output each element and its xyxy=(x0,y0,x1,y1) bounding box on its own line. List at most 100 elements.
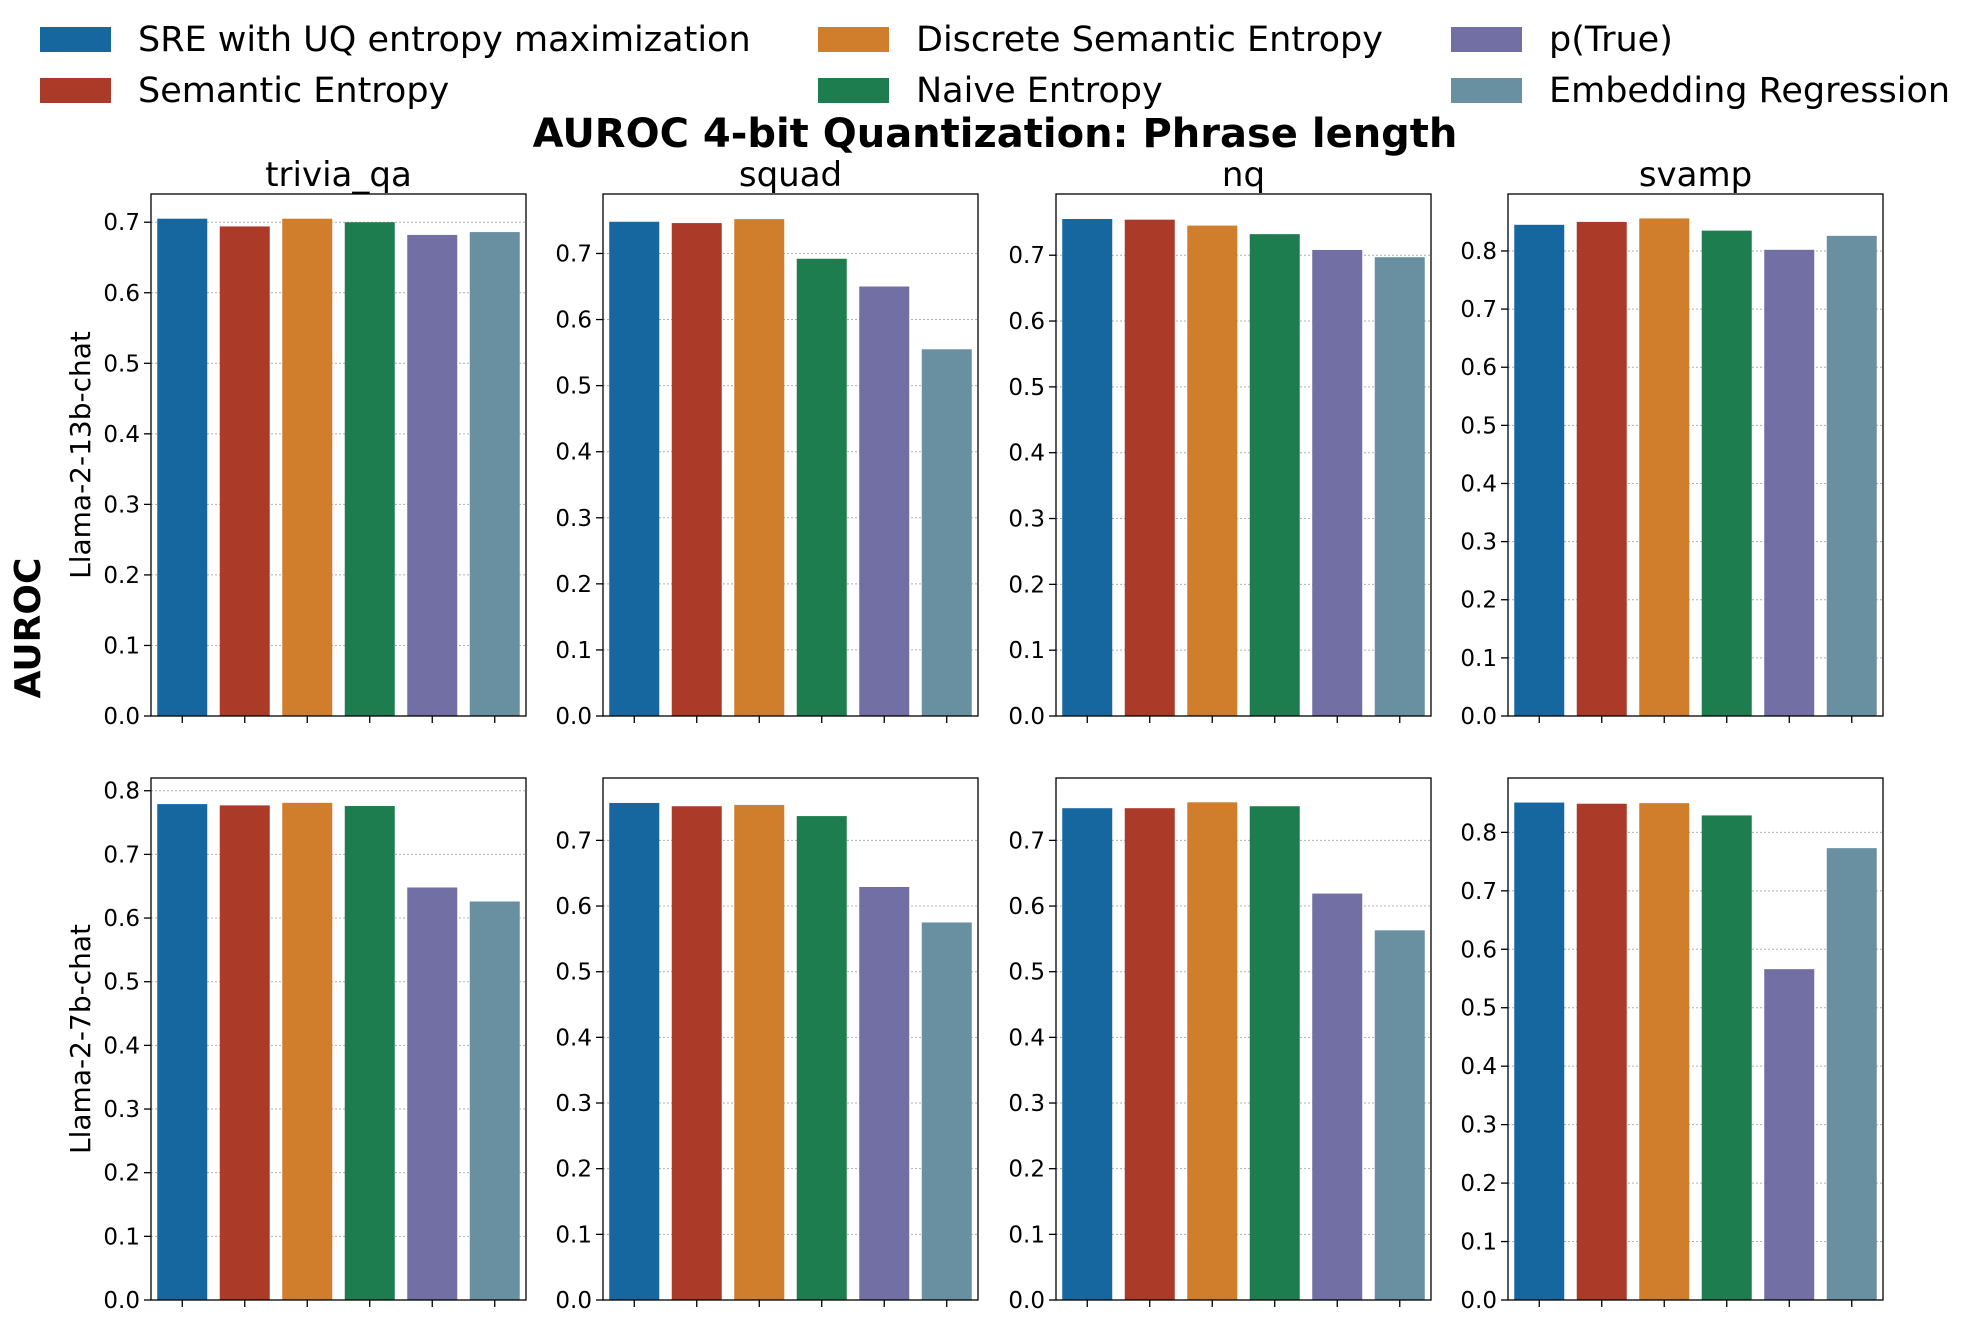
bar-discrete-semantic-entropy xyxy=(1639,218,1690,717)
y-tick-label: 0.8 xyxy=(103,779,140,805)
legend-swatch xyxy=(40,78,111,103)
y-tick-label: 0.2 xyxy=(1460,588,1497,614)
y-tick-label: 0.2 xyxy=(555,1157,592,1183)
panel-squad-llama-2-7b-chat: 0.0 0.1 0.2 0.3 0.4 0.5 0.6 0.7 xyxy=(555,777,979,1314)
y-tick-label: 0.3 xyxy=(1460,530,1497,556)
bar-semantic-entropy xyxy=(1124,219,1175,717)
y-tick-label: 0.3 xyxy=(1008,507,1045,533)
y-tick-label: 0.0 xyxy=(555,704,592,730)
legend-label: Naive Entropy xyxy=(916,71,1163,111)
bar-discrete-semantic-entropy xyxy=(1639,803,1690,1300)
bar-discrete-semantic-entropy xyxy=(734,804,785,1300)
y-tick-label: 0.6 xyxy=(103,906,140,932)
bar-naive-entropy xyxy=(1701,815,1752,1300)
y-tick-label: 0.7 xyxy=(1008,828,1045,854)
y-tick-label: 0.1 xyxy=(555,1222,592,1248)
bar-discrete-semantic-entropy xyxy=(282,802,333,1300)
legend-swatch xyxy=(1451,78,1522,103)
bar-sre-with-uq-entropy-maximization xyxy=(157,218,208,716)
bar-embedding-regression xyxy=(921,349,972,716)
column-title-nq: nq xyxy=(1222,155,1265,195)
bar-embedding-regression xyxy=(1374,930,1425,1300)
y-tick-label: 0.5 xyxy=(1008,960,1045,986)
legend-swatch xyxy=(818,27,889,52)
y-tick-label: 0.5 xyxy=(103,351,140,377)
legend-label: p(True) xyxy=(1549,20,1673,60)
panel-frame xyxy=(1507,777,1884,1301)
y-tick-label: 0.4 xyxy=(1008,1025,1045,1051)
panels: 0.0 0.1 0.2 0.3 0.4 0.5 0.6 0.7 trivia_qa Llama-2… xyxy=(64,155,1884,1314)
panel-trivia_qa-llama-2-7b-chat: 0.0 0.1 0.2 0.3 0.4 0.5 0.6 0.7 0.8 Llama-2-7b-ch… xyxy=(64,777,527,1314)
y-tick-label: 0.8 xyxy=(1460,820,1497,846)
y-tick-label: 0.2 xyxy=(1008,1157,1045,1183)
bar-p-true- xyxy=(407,234,458,716)
y-tick-label: 0.5 xyxy=(1460,996,1497,1022)
y-tick-label: 0.6 xyxy=(1460,937,1497,963)
row-label-llama-2-7b-chat: Llama-2-7b-chat xyxy=(64,924,97,1154)
column-title-trivia_qa: trivia_qa xyxy=(265,155,412,195)
panel-frame xyxy=(602,193,979,717)
bar-naive-entropy xyxy=(796,816,847,1300)
y-tick-label: 0.2 xyxy=(555,572,592,598)
panel-frame xyxy=(1055,777,1432,1301)
bar-embedding-regression xyxy=(469,901,520,1300)
panel-frame xyxy=(1507,193,1884,717)
bar-naive-entropy xyxy=(344,222,395,716)
panel-squad-llama-2-13b-chat: 0.0 0.1 0.2 0.3 0.4 0.5 0.6 0.7 squad xyxy=(555,155,979,730)
y-tick-label: 0.1 xyxy=(1008,638,1045,664)
bar-p-true- xyxy=(1312,249,1363,716)
figure-y-axis-label: AUROC xyxy=(8,558,49,699)
panel-frame xyxy=(1055,193,1432,717)
y-tick-label: 0.3 xyxy=(555,1091,592,1117)
bar-p-true- xyxy=(859,886,910,1300)
y-tick-label: 0.5 xyxy=(555,374,592,400)
y-tick-label: 0.0 xyxy=(1008,1288,1045,1314)
y-tick-label: 0.5 xyxy=(1008,375,1045,401)
panel-nq-llama-2-7b-chat: 0.0 0.1 0.2 0.3 0.4 0.5 0.6 0.7 xyxy=(1008,777,1432,1314)
bar-naive-entropy xyxy=(796,258,847,716)
y-tick-label: 0.6 xyxy=(555,894,592,920)
y-tick-label: 0.6 xyxy=(103,281,140,307)
y-tick-label: 0.3 xyxy=(1460,1113,1497,1139)
panel-frame xyxy=(602,777,979,1301)
y-tick-label: 0.7 xyxy=(103,210,140,236)
panel-nq-llama-2-13b-chat: 0.0 0.1 0.2 0.3 0.4 0.5 0.6 0.7 nq xyxy=(1008,155,1432,730)
y-tick-label: 0.6 xyxy=(1008,309,1045,335)
bar-semantic-entropy xyxy=(671,223,722,716)
y-tick-label: 0.1 xyxy=(1460,646,1497,672)
column-title-svamp: svamp xyxy=(1639,155,1752,195)
panel-trivia_qa-llama-2-13b-chat: 0.0 0.1 0.2 0.3 0.4 0.5 0.6 0.7 trivia_qa Llama-2… xyxy=(64,155,527,730)
bar-naive-entropy xyxy=(344,806,395,1300)
y-tick-label: 0.4 xyxy=(1460,471,1497,497)
y-tick-label: 0.6 xyxy=(1008,894,1045,920)
y-tick-label: 0.7 xyxy=(1460,879,1497,905)
bar-discrete-semantic-entropy xyxy=(1187,225,1238,716)
bar-naive-entropy xyxy=(1701,230,1752,716)
bar-p-true- xyxy=(1764,249,1815,716)
bar-embedding-regression xyxy=(469,232,520,716)
y-tick-label: 0.2 xyxy=(1460,1171,1497,1197)
legend-swatch xyxy=(818,78,889,103)
bar-sre-with-uq-entropy-maximization xyxy=(609,802,660,1300)
bar-naive-entropy xyxy=(1249,234,1300,716)
bar-embedding-regression xyxy=(1826,235,1877,716)
y-tick-label: 0.7 xyxy=(1008,243,1045,269)
bar-semantic-entropy xyxy=(1576,803,1627,1300)
y-tick-label: 0.4 xyxy=(1460,1054,1497,1080)
bar-semantic-entropy xyxy=(219,226,270,716)
bar-discrete-semantic-entropy xyxy=(282,218,333,716)
bar-sre-with-uq-entropy-maximization xyxy=(609,221,660,716)
panel-svamp-llama-2-7b-chat: 0.0 0.1 0.2 0.3 0.4 0.5 0.6 0.7 0.8 xyxy=(1460,777,1884,1314)
y-tick-label: 0.7 xyxy=(103,842,140,868)
y-tick-label: 0.1 xyxy=(103,633,140,659)
bar-sre-with-uq-entropy-maximization xyxy=(1514,802,1565,1300)
bar-sre-with-uq-entropy-maximization xyxy=(157,804,208,1300)
legend-swatch xyxy=(1451,27,1522,52)
bar-sre-with-uq-entropy-maximization xyxy=(1514,224,1565,716)
panel-frame xyxy=(150,193,527,717)
legend-label: Semantic Entropy xyxy=(138,71,449,111)
y-tick-label: 0.7 xyxy=(1460,297,1497,323)
row-label-llama-2-13b-chat: Llama-2-13b-chat xyxy=(64,331,97,579)
y-tick-label: 0.2 xyxy=(103,563,140,589)
y-tick-label: 0.1 xyxy=(1460,1230,1497,1256)
